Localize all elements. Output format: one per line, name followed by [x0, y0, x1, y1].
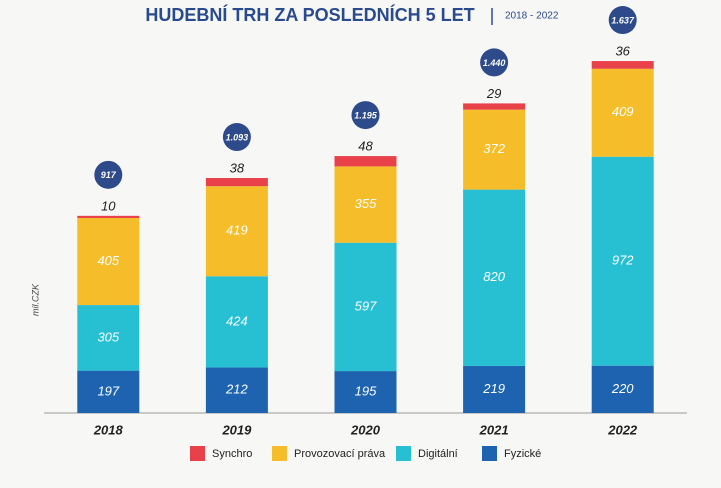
bar-segment [463, 189, 526, 366]
data-label: 424 [226, 313, 248, 328]
bar-segment [591, 365, 654, 413]
bar-segment [77, 305, 140, 371]
legend-label: Digitální [418, 448, 458, 460]
data-label: 197 [97, 383, 119, 398]
data-label: 195 [355, 383, 377, 398]
x-tick-label: 2020 [350, 422, 381, 437]
data-label: 219 [482, 381, 505, 396]
total-badge [480, 48, 509, 77]
total-badge [222, 123, 251, 152]
bar-segment [334, 242, 397, 372]
data-label: 597 [355, 298, 377, 313]
data-label: 405 [97, 253, 119, 268]
y-axis-label: mil.CZK [30, 283, 40, 316]
data-label: 220 [611, 381, 634, 396]
legend-label: Fyzické [504, 448, 541, 460]
x-tick-label: 2019 [221, 422, 252, 437]
bar-segment [77, 370, 140, 413]
data-label: 212 [225, 382, 248, 397]
data-label: 409 [612, 104, 634, 119]
bar-segment [334, 166, 397, 243]
bar-segment [591, 156, 654, 366]
x-tick-label: 2018 [93, 422, 124, 437]
data-label: 972 [612, 253, 634, 268]
legend-swatch [190, 446, 205, 461]
total-label: 1.093 [226, 132, 249, 142]
total-label: 1.637 [611, 15, 635, 25]
total-label: 1.440 [483, 58, 506, 68]
total-badge [608, 6, 637, 35]
bar-segment [334, 371, 397, 413]
total-label: 917 [101, 170, 117, 180]
legend-label: Synchro [212, 448, 252, 460]
bar-segment [205, 276, 268, 368]
total-badge [351, 101, 380, 130]
bar-segment [205, 367, 268, 413]
bar-segment [205, 186, 268, 277]
bar-segment [591, 68, 654, 157]
data-label: 10 [101, 198, 116, 213]
data-label: 38 [230, 160, 245, 175]
data-label: 355 [355, 196, 377, 211]
bar-segment [77, 217, 140, 306]
legend-swatch [482, 446, 497, 461]
data-label: 48 [358, 139, 373, 154]
legend-swatch [272, 446, 287, 461]
chart-subtitle: 2018 - 2022 [505, 11, 559, 22]
bar-segment [205, 178, 268, 187]
total-badge [94, 160, 123, 189]
data-label: 29 [486, 86, 501, 101]
bar-segment [77, 215, 140, 218]
bar-segment [463, 103, 526, 110]
x-tick-label: 2022 [607, 422, 638, 437]
legend-swatch [396, 446, 411, 461]
bar-segment [463, 109, 526, 190]
data-label: 820 [483, 269, 505, 284]
legend-label: Provozovací práva [294, 448, 386, 460]
data-label: 419 [226, 223, 248, 238]
data-label: 36 [615, 43, 630, 58]
bar-segment [463, 365, 526, 413]
bar-segment [334, 156, 397, 167]
total-label: 1.195 [354, 110, 378, 120]
data-label: 372 [483, 141, 505, 156]
data-label: 305 [97, 329, 119, 344]
chart-title: HUDEBNÍ TRH ZA POSLEDNÍCH 5 LET [145, 4, 474, 25]
bar-segment [591, 61, 654, 69]
x-tick-label: 2021 [479, 422, 509, 437]
